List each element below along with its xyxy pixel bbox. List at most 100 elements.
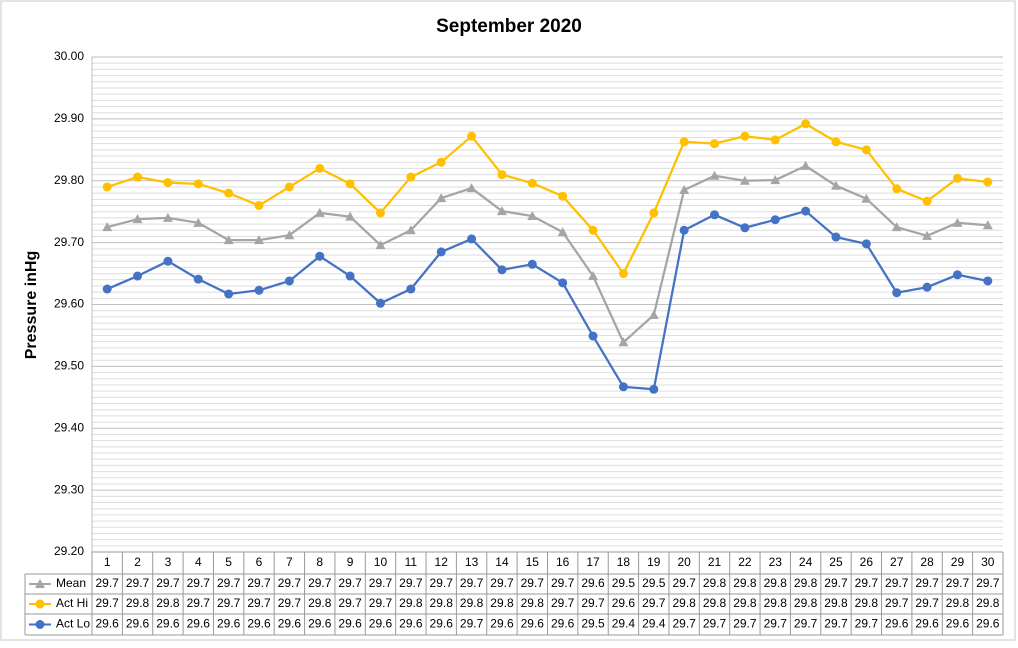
x-tick-label: 5 [225, 555, 232, 569]
table-cell: 29.7 [399, 576, 423, 590]
table-cell: 29.8 [399, 596, 423, 610]
table-cell: 29.7 [764, 617, 788, 631]
data-point [648, 310, 659, 320]
x-tick-label: 20 [677, 555, 691, 569]
data-point [284, 182, 294, 192]
table-cell: 29.8 [490, 596, 514, 610]
data-point [527, 178, 537, 188]
data-point [558, 191, 568, 201]
table-cell: 29.8 [703, 596, 727, 610]
data-point [801, 206, 811, 216]
table-cell: 29.8 [764, 576, 788, 590]
x-tick-label: 8 [316, 555, 323, 569]
x-tick-label: 22 [738, 555, 752, 569]
x-tick-label: 19 [647, 555, 661, 569]
data-point [861, 239, 871, 249]
table-cell: 29.8 [976, 596, 1000, 610]
data-point [558, 278, 568, 288]
data-point [223, 235, 234, 245]
data-point [710, 210, 720, 220]
table-cell: 29.6 [885, 617, 909, 631]
data-point [436, 247, 446, 257]
data-point [831, 137, 841, 147]
table-cell: 29.7 [187, 576, 211, 590]
data-point [133, 172, 143, 182]
x-tick-label: 15 [526, 555, 540, 569]
table-cell: 29.6 [96, 617, 120, 631]
table-cell: 29.7 [855, 576, 879, 590]
data-point [618, 269, 628, 279]
table-cell: 29.8 [672, 596, 696, 610]
table-cell: 29.4 [642, 617, 666, 631]
data-point [618, 337, 629, 347]
table-cell: 29.7 [976, 576, 1000, 590]
data-point [770, 215, 780, 225]
series-line [106, 164, 988, 345]
table-cell: 29.7 [521, 576, 545, 590]
table-cell: 29.6 [490, 617, 514, 631]
x-tick-label: 24 [799, 555, 813, 569]
table-cell: 29.7 [672, 617, 696, 631]
table-cell: 29.8 [733, 576, 757, 590]
data-point [375, 298, 385, 308]
table-cell: 29.7 [217, 576, 241, 590]
x-tick-label: 12 [435, 555, 449, 569]
table-cell: 29.8 [946, 596, 970, 610]
x-tick-label: 10 [374, 555, 388, 569]
table-cell: 29.7 [460, 576, 484, 590]
legend-marker [35, 579, 45, 588]
x-tick-label: 4 [195, 555, 202, 569]
table-cell: 29.7 [672, 576, 696, 590]
x-tick-label: 7 [286, 555, 293, 569]
data-point [315, 163, 325, 173]
data-point [892, 288, 902, 298]
table-cell: 29.5 [642, 576, 666, 590]
table-cell: 29.7 [733, 617, 757, 631]
data-point [102, 222, 113, 232]
data-point [467, 131, 477, 141]
data-point [315, 251, 325, 261]
data-point [314, 207, 325, 217]
x-tick-label: 18 [617, 555, 631, 569]
data-point [406, 172, 416, 182]
data-point [770, 135, 780, 145]
y-tick-label: 29.30 [54, 482, 84, 496]
table-cell: 29.7 [824, 576, 848, 590]
data-point [922, 282, 932, 292]
table-cell: 29.8 [126, 596, 150, 610]
table-cell: 29.8 [824, 596, 848, 610]
data-point [436, 157, 446, 167]
data-point [983, 276, 993, 286]
table-cell: 29.7 [369, 576, 393, 590]
table-cell: 29.8 [460, 596, 484, 610]
table-cell: 29.6 [247, 617, 271, 631]
x-tick-label: 3 [165, 555, 172, 569]
table-cell: 29.5 [581, 617, 605, 631]
table-cell: 29.7 [338, 596, 362, 610]
data-point [466, 183, 477, 193]
table-cell: 29.8 [794, 596, 818, 610]
data-point [922, 196, 932, 206]
table-cell: 29.6 [399, 617, 423, 631]
data-point [740, 223, 750, 233]
y-tick-label: 29.70 [54, 235, 84, 249]
data-point [892, 184, 902, 194]
table-cell: 29.7 [551, 576, 575, 590]
table-cell: 29.6 [581, 576, 605, 590]
data-point [527, 211, 538, 221]
data-point [436, 193, 447, 203]
data-point [193, 274, 203, 284]
data-point [861, 193, 872, 203]
data-point [710, 139, 720, 149]
data-point [831, 232, 841, 242]
data-point [679, 137, 689, 147]
data-point [527, 259, 537, 269]
data-point [284, 276, 294, 286]
table-cell: 29.7 [369, 596, 393, 610]
data-point [497, 265, 507, 275]
x-tick-label: 16 [556, 555, 570, 569]
data-point [649, 384, 659, 394]
table-cell: 29.7 [915, 596, 939, 610]
data-point [375, 240, 386, 250]
